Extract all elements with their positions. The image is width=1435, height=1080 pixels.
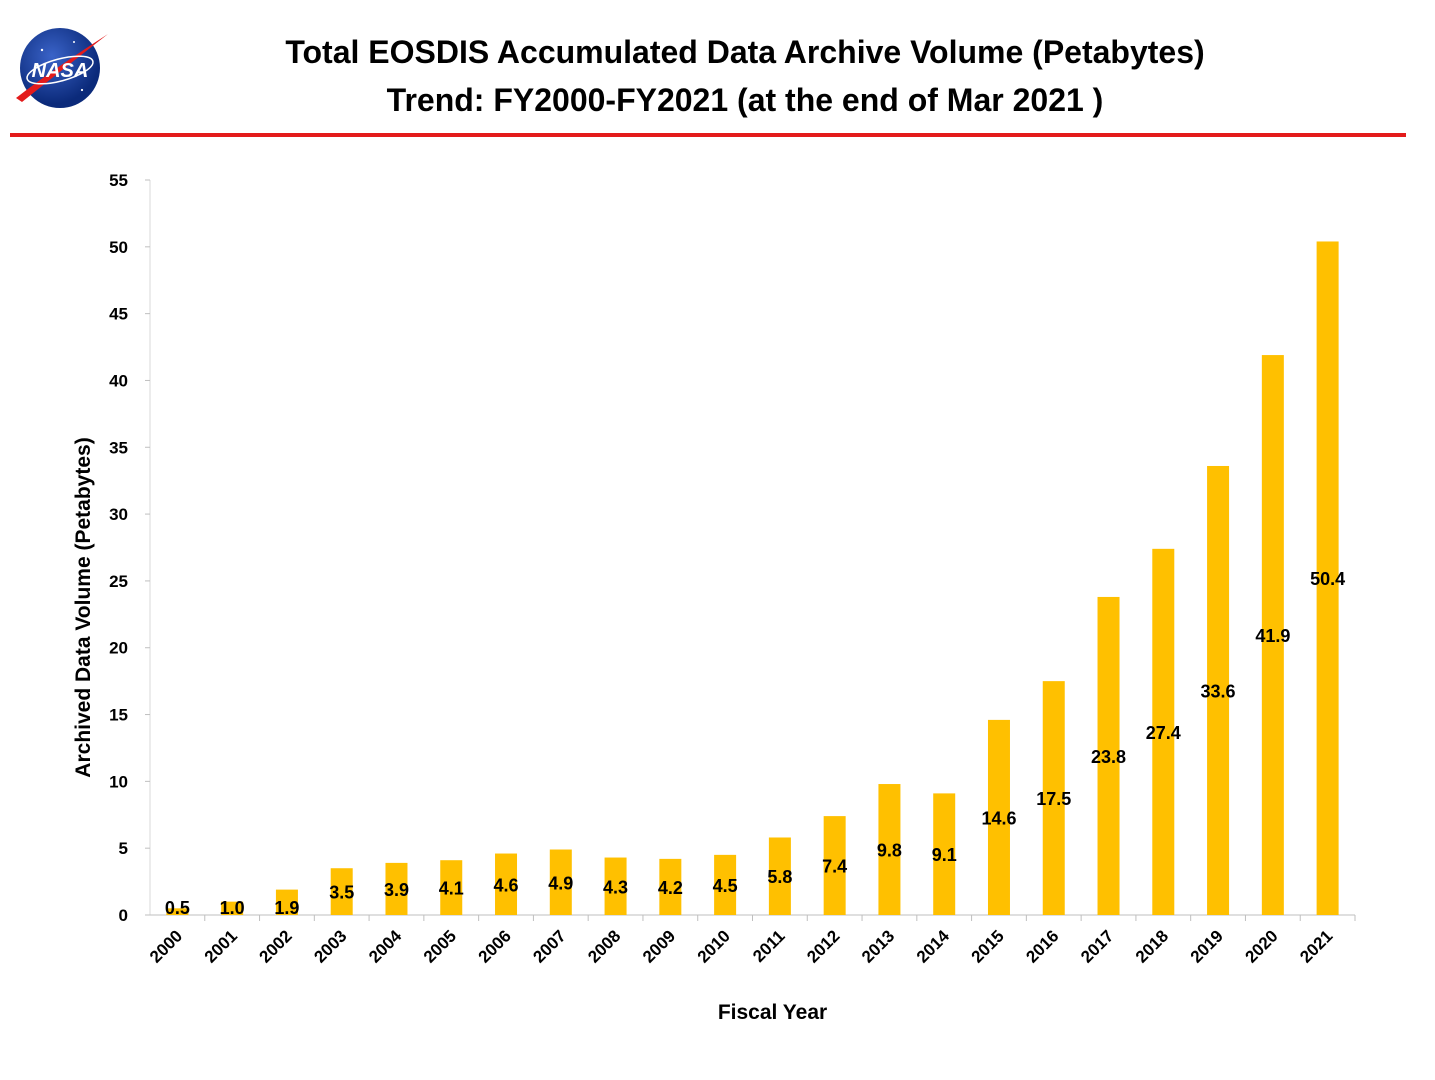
x-tick-label: 2009 [639, 926, 679, 966]
chart-title-block: Total EOSDIS Accumulated Data Archive Vo… [120, 28, 1370, 124]
data-label: 4.6 [494, 875, 519, 895]
bar [823, 816, 846, 915]
x-tick-label: 2013 [858, 926, 898, 966]
data-label: 1.9 [274, 898, 299, 918]
bars [166, 241, 1339, 916]
bar [221, 901, 244, 915]
x-tick-label: 2021 [1296, 926, 1336, 966]
x-tick-label: 2006 [475, 926, 515, 966]
x-axis: 2000 2001 2002 2003 2004 2005 2006 2007 2008 2009… [146, 914, 1356, 967]
data-label: 7.4 [822, 857, 847, 877]
x-tick-label: 2011 [749, 926, 789, 966]
bar [440, 860, 463, 915]
data-label: 41.9 [1255, 626, 1290, 646]
bar [714, 854, 737, 915]
y-tick-label: 35 [109, 438, 128, 457]
bar [385, 862, 408, 915]
bar [604, 857, 627, 915]
y-tick-label: 45 [109, 305, 128, 324]
data-label: 9.8 [877, 841, 902, 861]
bar [330, 868, 353, 915]
nasa-logo: NASA [12, 20, 112, 110]
x-tick-label: 2008 [584, 926, 624, 966]
x-tick-label: 2001 [201, 926, 241, 966]
data-label: 5.8 [767, 867, 792, 887]
chart-title: Total EOSDIS Accumulated Data Archive Vo… [285, 34, 1205, 70]
data-label: 4.9 [548, 873, 573, 893]
y-axis: 0 5 10 15 20 25 30 35 40 45 50 55 [109, 171, 151, 925]
data-label: 23.8 [1091, 747, 1126, 767]
bar [768, 837, 791, 915]
data-label: 1.0 [220, 898, 245, 918]
bar [659, 858, 682, 915]
data-label: 9.1 [932, 845, 957, 865]
y-tick-label: 5 [119, 839, 128, 858]
bar [878, 784, 901, 915]
y-tick-label: 0 [119, 906, 128, 925]
x-tick-label: 2019 [1187, 926, 1227, 966]
data-label: 3.9 [384, 880, 409, 900]
data-label: 17.5 [1036, 789, 1071, 809]
x-tick-label: 2000 [146, 926, 186, 966]
bar [1261, 355, 1284, 916]
bar [1042, 681, 1065, 915]
x-tick-label: 2016 [1022, 926, 1062, 966]
title-divider [10, 133, 1406, 137]
x-tick-label: 2014 [913, 926, 954, 967]
y-tick-label: 10 [109, 772, 128, 791]
x-tick-label: 2012 [803, 926, 843, 966]
bar [166, 908, 189, 915]
bar [933, 793, 956, 915]
x-tick-label: 2002 [256, 926, 296, 966]
bar [549, 849, 572, 915]
y-tick-label: 25 [109, 572, 128, 591]
x-tick-label: 2018 [1132, 926, 1172, 966]
x-tick-label: 2010 [694, 926, 734, 966]
x-tick-label: 2015 [968, 926, 1008, 966]
y-tick-label: 30 [109, 505, 128, 524]
bar [1152, 548, 1175, 915]
x-tick-label: 2004 [365, 926, 406, 967]
y-axis-label: Archived Data Volume (Petabytes) [72, 437, 95, 777]
data-label: 4.1 [439, 879, 464, 899]
data-label: 4.5 [713, 876, 738, 896]
data-label: 14.6 [981, 808, 1016, 828]
y-tick-label: 15 [109, 706, 128, 725]
data-labels: 0.5 1.0 1.9 3.5 3.9 4.1 4.6 4.9 4.3 4.2 4.5 5.8 7.4 9… [165, 569, 1345, 918]
y-tick-label: 50 [109, 238, 128, 257]
y-tick-label: 40 [109, 371, 128, 390]
x-tick-label: 2020 [1241, 926, 1281, 966]
bar [987, 719, 1010, 915]
x-axis-label: Fiscal Year [718, 1001, 827, 1024]
data-label: 3.5 [329, 883, 354, 903]
data-label: 0.5 [165, 898, 190, 918]
bar [1097, 596, 1120, 915]
data-label: 4.2 [658, 878, 683, 898]
data-label: 4.3 [603, 877, 628, 897]
bar [275, 889, 298, 915]
y-tick-label: 55 [109, 171, 128, 190]
nasa-logo-text: NASA [32, 60, 89, 82]
bar [495, 853, 518, 915]
data-label: 33.6 [1201, 681, 1236, 701]
x-tick-label: 2007 [529, 926, 569, 966]
x-tick-label: 2017 [1077, 926, 1117, 966]
x-tick-label: 2005 [420, 926, 460, 966]
y-tick-label: 20 [109, 639, 128, 658]
data-label: 27.4 [1146, 723, 1181, 743]
chart-subtitle: Trend: FY2000-FY2021 (at the end of Mar … [386, 82, 1104, 118]
bar [1316, 241, 1339, 915]
x-tick-label: 2003 [310, 926, 350, 966]
bar [1207, 465, 1230, 915]
data-label: 50.4 [1310, 569, 1345, 589]
